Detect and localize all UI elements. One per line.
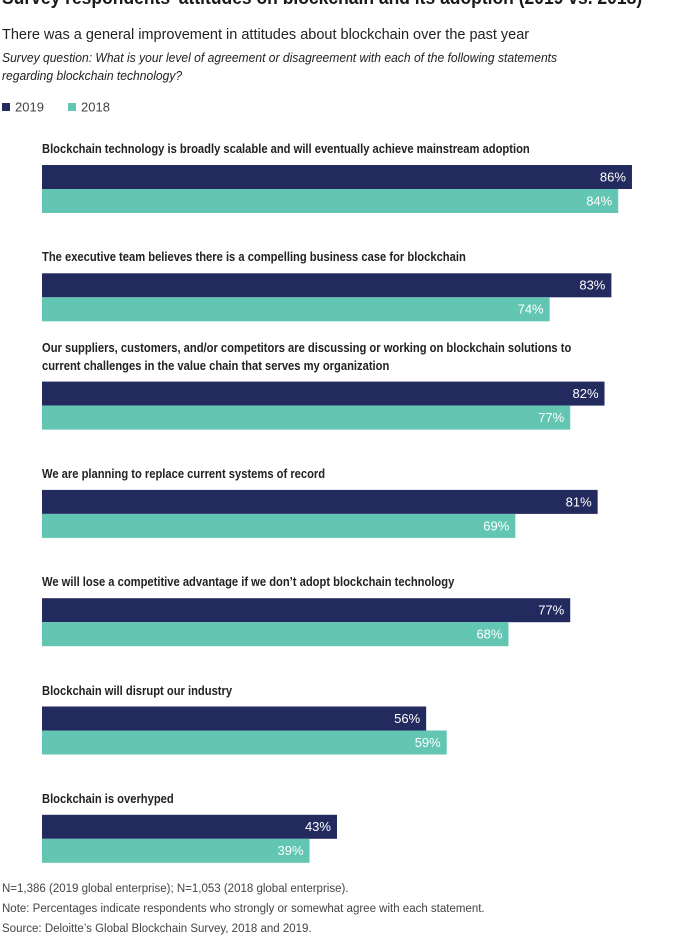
bar: [42, 489, 598, 514]
bar: [42, 730, 447, 755]
category-label: Blockchain technology is broadly scalabl…: [42, 141, 530, 156]
value-label: 39%: [278, 843, 304, 858]
category-label: We will lose a competitive advantage if …: [42, 574, 455, 590]
legend-label: 2019: [15, 99, 44, 114]
value-label: 43%: [305, 819, 331, 834]
value-label: 84%: [586, 193, 612, 208]
bar: [42, 814, 337, 839]
bar: [42, 189, 619, 213]
bar: [42, 838, 310, 863]
category-label: The executive team believes there is a c…: [42, 249, 466, 265]
value-label: 59%: [415, 735, 441, 750]
value-label: 56%: [394, 711, 420, 726]
bar: [42, 513, 516, 538]
category-label: Our suppliers, customers, and/or competi…: [42, 339, 572, 373]
footnote: Note: Percentages indicate respondents w…: [2, 903, 485, 915]
value-label: 86%: [600, 169, 626, 184]
bar: [42, 273, 612, 298]
chart-title: Survey respondents’ attitudes on blockch…: [2, 0, 642, 10]
category-label: We are planning to replace current syste…: [42, 465, 326, 481]
survey-question: Survey question: What is your level of a…: [2, 50, 558, 83]
bar: [42, 165, 632, 189]
legend-swatch: [2, 103, 10, 111]
value-label: 68%: [476, 627, 502, 642]
value-label: 69%: [483, 518, 509, 533]
bar: [42, 381, 605, 406]
category-label: Blockchain is overhyped: [42, 790, 174, 806]
footnote: Source: Deloitte’s Global Blockchain Sur…: [2, 923, 312, 935]
bar: [42, 297, 550, 322]
legend-swatch: [68, 103, 76, 111]
value-label: 77%: [538, 603, 564, 618]
bar: [42, 405, 571, 430]
category-label: Blockchain will disrupt our industry: [42, 682, 233, 698]
value-label: 81%: [566, 494, 592, 509]
value-label: 83%: [579, 278, 605, 293]
bar: [42, 706, 427, 731]
value-label: 82%: [572, 386, 598, 401]
bar: [42, 598, 571, 623]
footnote: N=1,386 (2019 global enterprise); N=1,05…: [2, 883, 349, 895]
chart-subtitle: There was a general improvement in attit…: [2, 27, 530, 43]
value-label: 74%: [518, 302, 544, 317]
bar: [42, 622, 509, 647]
legend-label: 2018: [81, 99, 110, 114]
value-label: 77%: [538, 410, 564, 425]
